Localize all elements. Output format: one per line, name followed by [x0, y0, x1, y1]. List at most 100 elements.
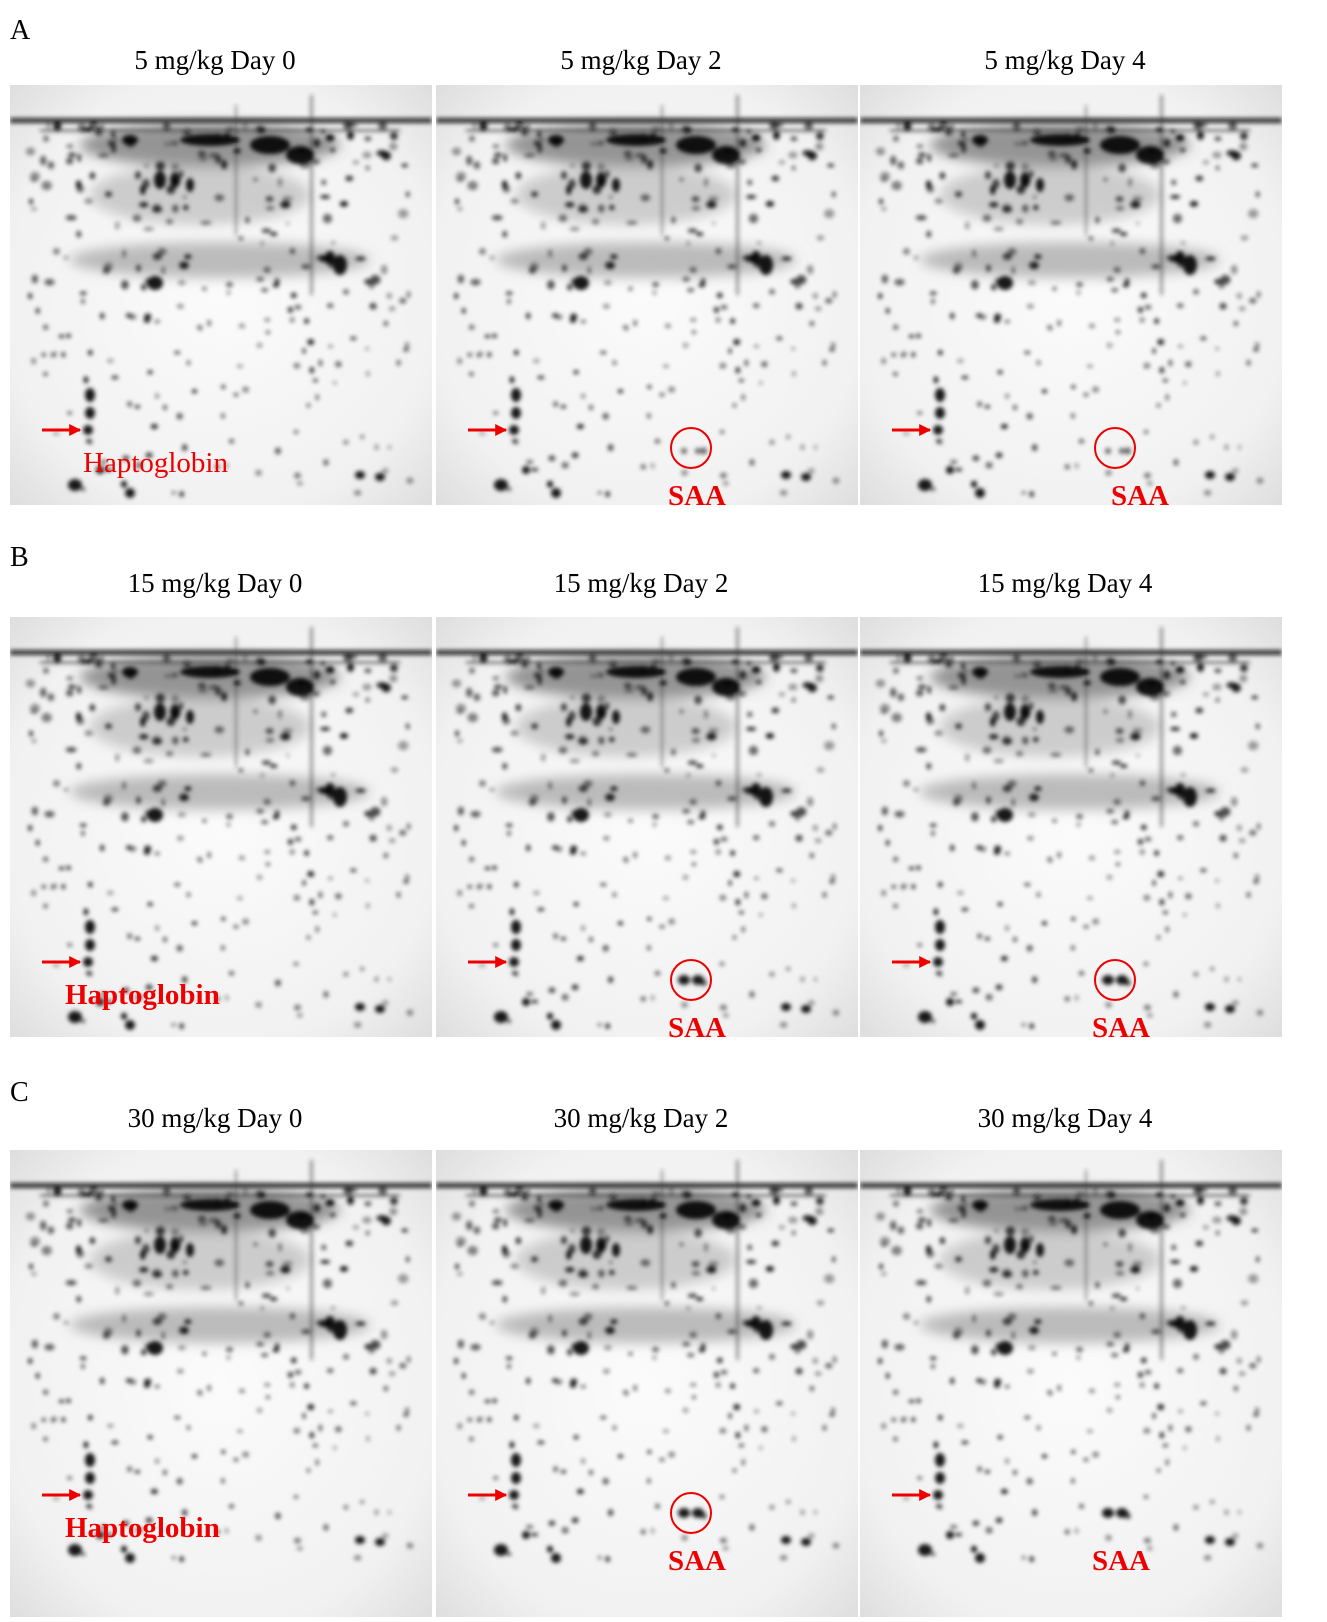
spot — [931, 831, 935, 837]
spot — [659, 1458, 664, 1461]
spot — [641, 464, 646, 469]
spot — [950, 992, 957, 996]
spot — [876, 1213, 885, 1221]
spot — [744, 359, 748, 366]
spot — [85, 1453, 95, 1467]
spot — [957, 1424, 964, 1428]
spot — [345, 708, 353, 713]
spot — [618, 921, 623, 925]
streak — [661, 105, 663, 235]
spot — [301, 796, 311, 801]
spot — [600, 1416, 606, 1419]
spot — [1047, 325, 1051, 328]
spot — [891, 181, 901, 190]
spot — [1180, 1213, 1185, 1217]
spot — [807, 797, 814, 807]
spot — [596, 1237, 606, 1253]
spot — [751, 1316, 761, 1330]
spot — [909, 867, 915, 870]
spot — [686, 1194, 693, 1198]
spot — [1112, 760, 1122, 764]
spot — [825, 830, 832, 836]
spot — [1059, 153, 1070, 158]
spot — [155, 1458, 159, 1464]
spot — [1015, 655, 1018, 659]
spot — [514, 439, 518, 445]
spot — [180, 666, 240, 678]
spot — [976, 313, 983, 317]
spot — [469, 857, 474, 862]
band — [40, 661, 400, 664]
spot — [313, 139, 320, 148]
spot — [731, 1193, 739, 1198]
spot — [1170, 1260, 1180, 1264]
spot — [139, 1267, 148, 1272]
spot — [668, 387, 675, 393]
spot — [164, 142, 172, 145]
spot — [1006, 161, 1015, 170]
spot — [1237, 825, 1242, 831]
spot — [270, 1297, 277, 1300]
spot — [892, 885, 896, 889]
spot — [32, 275, 38, 284]
spot — [1111, 1306, 1114, 1310]
spot — [509, 957, 519, 967]
spot — [917, 411, 922, 414]
spot — [983, 1280, 992, 1287]
spot — [1057, 852, 1061, 858]
spot — [1036, 710, 1044, 724]
spot — [954, 1327, 963, 1336]
spot — [716, 1382, 721, 1387]
spot — [894, 811, 904, 817]
spot — [537, 1195, 541, 1203]
spot — [548, 988, 555, 993]
spot — [537, 908, 544, 912]
spot — [470, 279, 480, 285]
spot — [485, 1400, 491, 1403]
spot — [399, 1363, 406, 1369]
spot — [727, 264, 737, 269]
spot — [551, 1553, 561, 1563]
spot — [624, 687, 633, 693]
spot — [655, 971, 660, 976]
spot — [965, 1287, 969, 1295]
spot — [469, 325, 474, 330]
spot — [172, 1556, 176, 1559]
spot — [1005, 320, 1010, 323]
spot — [1013, 405, 1017, 410]
spot — [155, 1385, 160, 1388]
spot — [688, 228, 698, 232]
spot — [687, 1353, 694, 1357]
spot — [562, 1330, 566, 1337]
spot — [985, 937, 991, 940]
spot — [916, 1223, 923, 1230]
spot — [692, 738, 700, 743]
spot — [930, 824, 937, 827]
spot — [526, 845, 530, 852]
spot — [1163, 1444, 1168, 1447]
spot — [681, 1002, 687, 1008]
spot — [1193, 654, 1202, 661]
spot — [1083, 925, 1088, 928]
spot — [1053, 819, 1057, 823]
spot — [916, 215, 927, 220]
spot — [781, 1322, 791, 1326]
spot — [198, 151, 206, 156]
spot — [901, 1418, 904, 1422]
spot — [816, 664, 824, 672]
spot — [183, 728, 186, 731]
spot — [816, 1197, 824, 1205]
spot — [85, 407, 95, 419]
spot — [1203, 1225, 1209, 1229]
spot — [1228, 654, 1237, 662]
spot — [635, 1218, 646, 1223]
spot — [814, 977, 817, 981]
spot — [343, 289, 349, 295]
spot — [1022, 1023, 1026, 1026]
spot — [42, 885, 46, 889]
spot — [104, 1327, 113, 1336]
spot — [68, 152, 76, 157]
spot — [1138, 307, 1144, 313]
spot — [716, 849, 721, 854]
spot — [1256, 191, 1259, 197]
